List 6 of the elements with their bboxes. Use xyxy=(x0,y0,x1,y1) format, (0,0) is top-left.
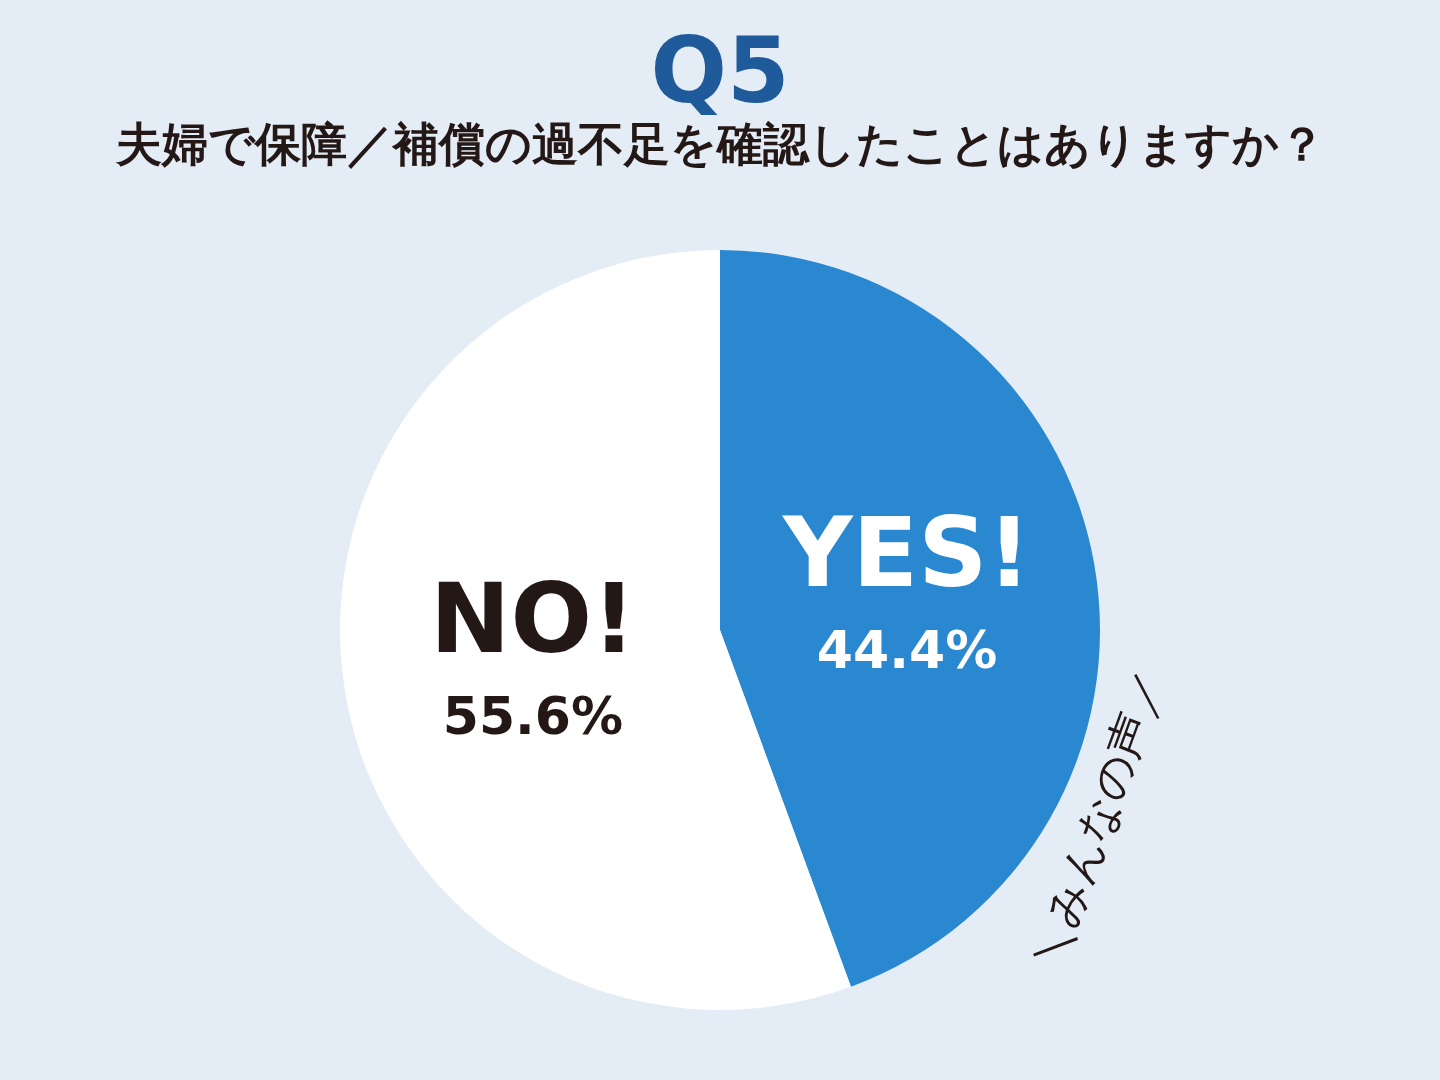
data-label: 55.6% xyxy=(442,686,624,747)
slice-label: YES! xyxy=(782,496,1032,609)
text: ＼みんなの声／ xyxy=(1020,663,1175,975)
chart-subtitle: 夫婦で保障／補償の過不足を確認したことはありますか？ xyxy=(114,117,1325,171)
data-label: 44.4% xyxy=(816,619,998,680)
slice-label: NO! xyxy=(430,563,636,676)
